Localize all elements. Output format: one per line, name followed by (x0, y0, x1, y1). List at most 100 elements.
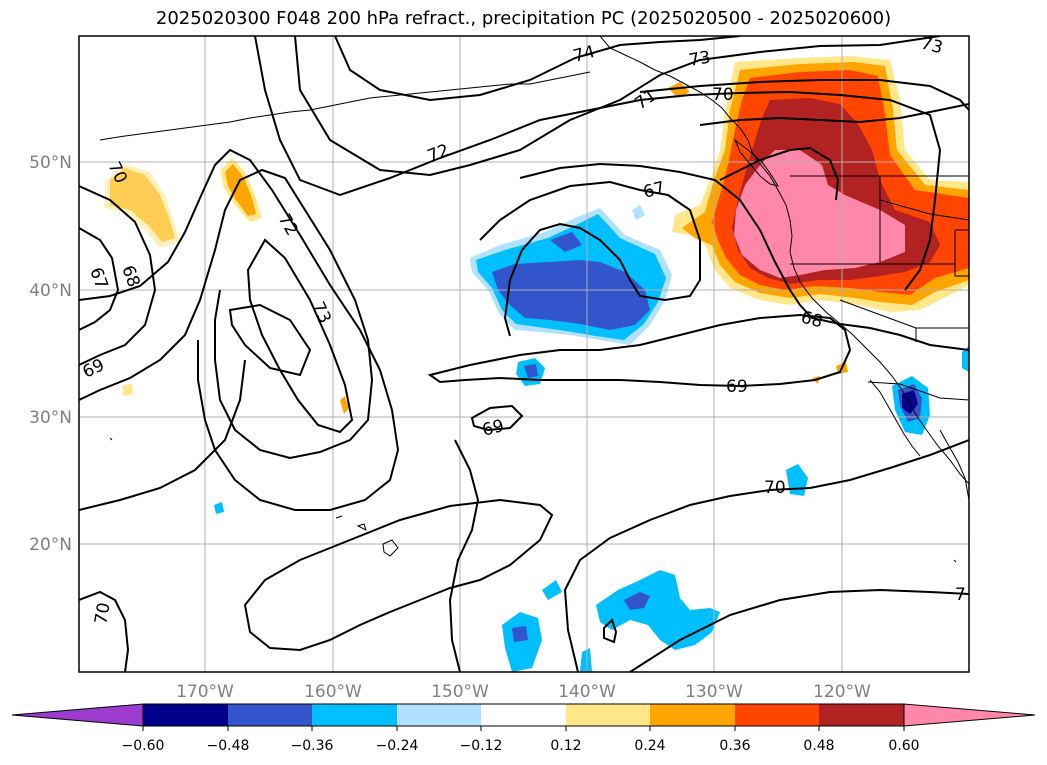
precip-level-0.60 (734, 150, 905, 278)
precip-blob-175w (122, 384, 133, 396)
lon-label-140w: 140°W (558, 682, 616, 702)
colorbar-bin (735, 704, 819, 726)
aleutian-islands (99, 71, 591, 141)
precip-blob-168w-core (225, 164, 256, 216)
colorbar: −0.60 −0.48 −0.36 −0.24 −0.12 0.12 0.24 … (11, 703, 1036, 754)
contour-label: 73 (687, 47, 712, 70)
contour-67-west (79, 227, 120, 331)
coast-baja (869, 379, 921, 457)
precip-neg-south-2-core (512, 626, 528, 642)
lat-label-40n: 40°N (29, 281, 72, 301)
contour-label: 69 (726, 377, 748, 397)
precip-neg-edge (962, 346, 969, 372)
colorbar-tick-label: −0.24 (376, 738, 419, 754)
precip-neg-34n-145w-core (524, 364, 538, 378)
contour-73-inner (228, 303, 312, 377)
lon-label-120w: 120°W (813, 682, 871, 702)
hawaii-3 (335, 515, 343, 519)
contour-lines (79, 36, 969, 672)
contour-7-south (629, 588, 969, 672)
colorbar-tick-label: 0.48 (803, 738, 834, 754)
hawaii-2 (356, 523, 367, 531)
longitude-labels: 170°W 160°W 150°W 140°W 130°W 120°W (176, 682, 871, 702)
colorbar-bin (819, 704, 904, 726)
colorbar-bin (650, 704, 735, 726)
contour-small-loop (603, 618, 618, 644)
colorbar-tick-label: −0.36 (291, 738, 334, 754)
latitude-labels: 50°N 40°N 30°N 20°N (29, 153, 72, 555)
colorbar-extend-low (11, 703, 144, 727)
border-us-mexico (867, 381, 969, 401)
precip-neg-south-2 (502, 612, 542, 672)
colorbar-tick-label: −0.60 (122, 738, 165, 754)
colorbar-tick-label: −0.48 (207, 738, 250, 754)
colorbar-tick-label: 0.60 (888, 738, 919, 754)
contour-69-mid (427, 313, 852, 388)
hawaii-1 (382, 539, 399, 557)
colorbar-bin (566, 704, 650, 726)
contour-67-coast (719, 146, 840, 201)
contour-74 (334, 36, 741, 102)
contour-71-70 (639, 79, 969, 111)
precip-neg-hawaii-west (214, 502, 224, 514)
colorbar-tick-label: 0.36 (719, 738, 750, 754)
contour-68-west (79, 185, 157, 366)
colorbar-ticks (142, 726, 905, 731)
contour-73-top (294, 36, 941, 177)
precip-neg-core (550, 232, 582, 252)
precip-neg-south-1 (596, 570, 720, 650)
precip-neg-south-1-core (624, 592, 650, 610)
colorbar-tick-label: −0.12 (460, 738, 503, 754)
colorbar-bin (312, 704, 397, 726)
coast-mexico-edge (939, 429, 969, 501)
contour-68-east (519, 162, 969, 351)
precip-neg-south-3 (542, 580, 562, 600)
contour-69-south (243, 498, 554, 652)
contour-72 (254, 36, 942, 291)
precip-negative-region (214, 208, 969, 672)
border-state-6 (879, 199, 969, 221)
lon-label-160w: 160°W (304, 682, 362, 702)
lon-label-130w: 130°W (685, 682, 743, 702)
precip-blob-138w (632, 205, 645, 220)
island-vancouver (733, 138, 780, 187)
lat-label-30n: 30°N (29, 408, 72, 428)
lat-label-50n: 50°N (29, 153, 72, 173)
gridlines (79, 36, 969, 672)
contour-label: 70 (764, 478, 786, 498)
precip-blob-159w (340, 396, 349, 414)
contour-69-small (470, 404, 524, 432)
precip-blob-alaska (668, 82, 690, 98)
lon-label-150w: 150°W (431, 682, 489, 702)
contour-67-east (479, 180, 701, 337)
contour-label: 70 (91, 601, 114, 626)
coast-alaska (599, 36, 969, 485)
colorbar-extend-high (903, 703, 1036, 727)
lon-label-170w: 170°W (176, 682, 234, 702)
lat-label-20n: 20°N (29, 535, 72, 555)
colorbar-bin (143, 704, 228, 726)
contour-label: 70 (712, 85, 734, 105)
map-title: 2025020300 F048 200 hPa refract., precip… (155, 8, 892, 29)
colorbar-bin (481, 704, 566, 726)
contour-70-east (563, 439, 969, 672)
precip-neg-south-4 (580, 648, 592, 672)
contour-70-northeast (699, 103, 969, 126)
precip-neg-level-0.36 (492, 260, 650, 330)
contour-150w-loop (448, 439, 480, 672)
colorbar-outline (142, 703, 905, 727)
contour-70-south (79, 590, 130, 672)
colorbar-bin (397, 704, 481, 726)
contour-70-southwest (79, 359, 246, 511)
contour-72-inner (246, 238, 354, 434)
border-state-5 (954, 229, 969, 277)
contour-label: 73 (919, 34, 945, 59)
colorbar-bin (228, 704, 312, 726)
coastlines (99, 36, 969, 563)
colorbar-tick-label: 0.12 (550, 738, 581, 754)
precip-blob-dateline-edge (105, 164, 180, 248)
contour-label: 7 (955, 585, 966, 605)
island-small-2 (953, 559, 957, 563)
map-frame (78, 35, 970, 673)
